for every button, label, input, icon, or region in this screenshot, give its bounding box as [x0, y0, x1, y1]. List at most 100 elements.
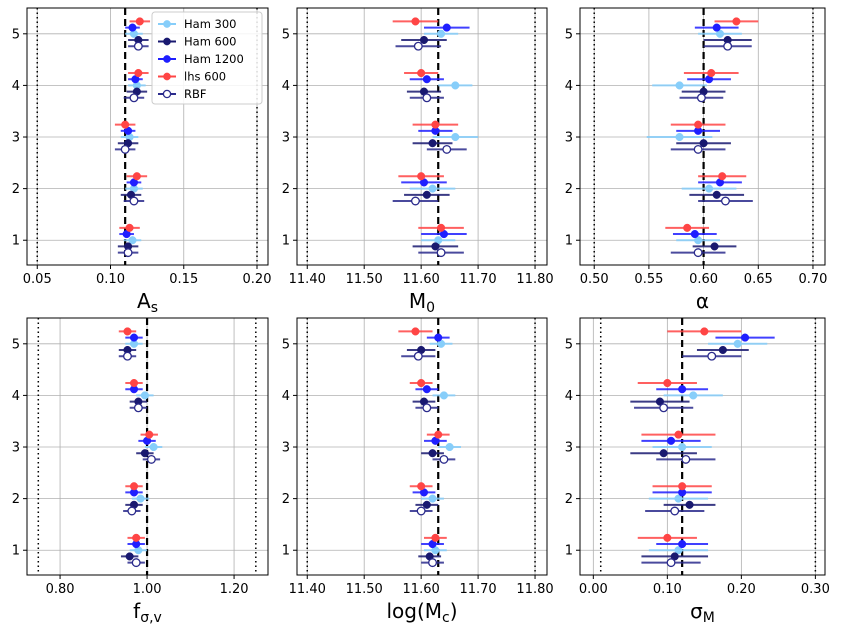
panel: 11.40 11.50 11.60 11.70 11.80 1 2 3 4 5 M0 [282, 7, 554, 316]
x-axis-label: α [696, 289, 709, 313]
marker [678, 482, 687, 491]
marker [422, 403, 432, 413]
marker [675, 132, 684, 142]
marker [123, 351, 132, 361]
marker [132, 533, 141, 542]
marker [127, 506, 137, 516]
x-axis-label-part: s [151, 300, 158, 316]
marker [411, 327, 420, 336]
x-axis-label: σM [690, 599, 715, 626]
axes-frame [26, 7, 269, 266]
marker [422, 75, 431, 84]
marker [428, 558, 437, 568]
marker [140, 391, 149, 400]
marker [445, 442, 454, 452]
x-axis-label: As [137, 289, 158, 316]
marker [417, 68, 426, 78]
legend-label: Ham 1200 [184, 52, 244, 66]
marker [681, 454, 691, 464]
marker [129, 378, 139, 388]
marker [678, 539, 687, 549]
y-tick-label: 1 [282, 234, 290, 249]
panel: 0.50 0.55 0.60 0.65 0.70 1 2 3 4 5 α [565, 7, 827, 313]
x-tick-label: 0.00 [579, 582, 608, 597]
marker [678, 385, 687, 394]
marker [129, 196, 139, 206]
x-tick-label: 11.80 [516, 582, 553, 597]
marker [710, 242, 719, 251]
x-axis-label-part: α [696, 289, 709, 313]
marker [140, 449, 149, 458]
y-tick-label: 3 [12, 441, 20, 456]
legend-marker [163, 55, 171, 63]
marker [437, 223, 446, 232]
x-tick-label: 0.50 [580, 272, 609, 287]
marker [128, 23, 137, 32]
y-tick-label: 4 [282, 79, 290, 94]
marker [674, 494, 683, 503]
marker [442, 144, 452, 154]
axes-frame [296, 317, 548, 576]
marker [123, 248, 133, 258]
marker [693, 144, 703, 154]
marker [428, 449, 437, 458]
marker [422, 93, 432, 103]
marker [451, 132, 460, 142]
axes-frame [579, 317, 826, 576]
panel: 11.40 11.50 11.60 11.70 11.80 1 2 3 4 5 log(Mc) [282, 317, 554, 626]
x-tick-label: 11.50 [346, 272, 383, 287]
y-tick-label: 2 [12, 492, 20, 507]
marker [417, 378, 426, 388]
marker [149, 442, 158, 452]
marker [413, 41, 423, 51]
marker [696, 93, 706, 103]
marker [422, 500, 431, 509]
marker [663, 533, 672, 542]
legend-marker [163, 20, 171, 28]
marker [451, 81, 460, 90]
marker [718, 345, 727, 355]
marker [689, 391, 698, 400]
y-tick-label: 4 [12, 389, 20, 404]
x-axis-label-part: M [409, 289, 426, 313]
y-tick-label: 1 [565, 544, 573, 559]
y-tick-label: 3 [12, 131, 20, 146]
legend-marker [163, 37, 171, 46]
y-tick-label: 3 [282, 441, 290, 456]
marker [419, 35, 429, 45]
marker [125, 552, 134, 561]
y-tick-label: 1 [282, 544, 290, 559]
x-axis-label-part: ) [450, 599, 458, 623]
x-tick-label: 11.60 [403, 582, 440, 597]
x-axis-label-part: A [137, 289, 151, 313]
marker [431, 533, 440, 542]
y-tick-label: 5 [565, 337, 573, 352]
marker [132, 172, 141, 181]
marker [413, 351, 423, 361]
marker [685, 500, 694, 509]
x-axis-label-part: f [133, 599, 141, 623]
x-axis-label-part: M [703, 610, 715, 626]
marker [123, 327, 132, 336]
axes-frame [579, 7, 826, 266]
legend: Ham 300 Ham 600 Ham 1200 lhs 600 RBF [151, 11, 263, 105]
marker [145, 430, 154, 439]
marker [707, 68, 716, 78]
legend-marker [163, 72, 171, 81]
marker [411, 17, 420, 26]
marker [428, 184, 437, 193]
x-tick-label: 1.20 [220, 582, 249, 597]
marker [417, 172, 426, 181]
x-tick-label: 0.15 [169, 272, 198, 287]
x-axis-label: fσ,v [133, 599, 162, 626]
marker [121, 120, 130, 129]
marker [146, 454, 156, 464]
marker [134, 68, 143, 78]
x-tick-label: 11.40 [289, 582, 326, 597]
x-axis-label-part: c [442, 610, 450, 626]
marker [659, 449, 668, 458]
x-tick-label: 0.10 [653, 582, 682, 597]
legend-box [151, 11, 263, 105]
marker [721, 196, 730, 206]
